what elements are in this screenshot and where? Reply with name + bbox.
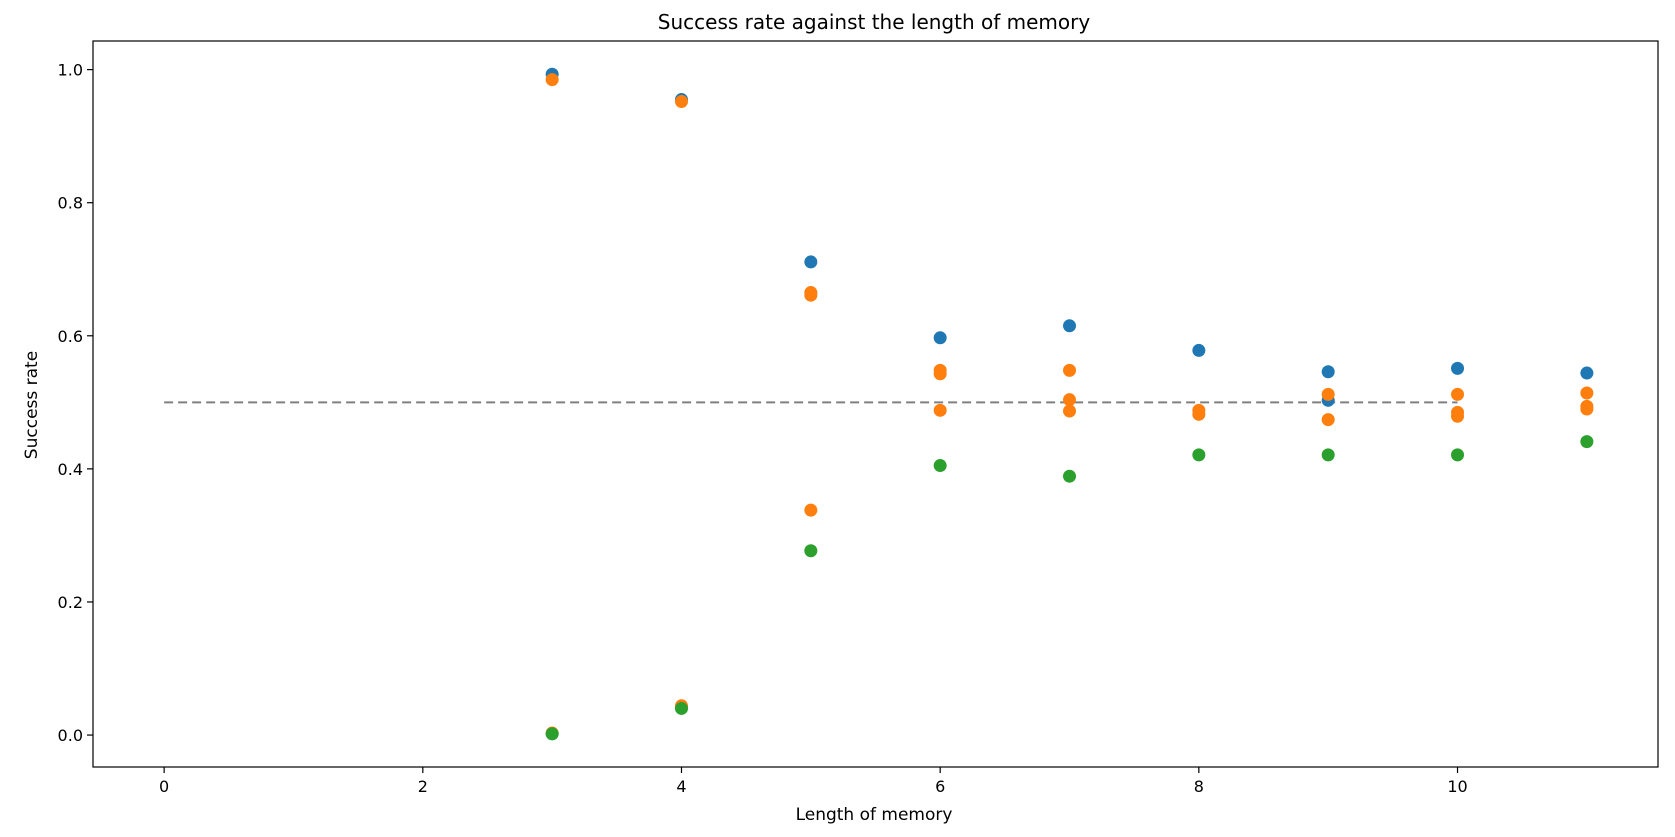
data-point-series-3 bbox=[1451, 448, 1465, 462]
data-point-series-2 bbox=[1063, 363, 1077, 377]
data-point-series-3 bbox=[674, 701, 688, 715]
data-point-series-2 bbox=[674, 95, 688, 109]
plot-area-frame bbox=[92, 40, 1659, 768]
y-tick-label: 1.0 bbox=[58, 61, 83, 80]
data-point-series-2 bbox=[545, 73, 559, 87]
x-tick-label: 4 bbox=[676, 777, 686, 796]
data-point-series-2 bbox=[1580, 386, 1594, 400]
data-point-series-2 bbox=[1451, 387, 1465, 401]
y-axis-ticks: 0.0 0.2 0.4 0.6 0.8 1.0 bbox=[58, 61, 93, 745]
y-tick-label: 0.6 bbox=[58, 327, 83, 346]
y-tick-label: 0.8 bbox=[58, 194, 83, 213]
x-tick-label: 2 bbox=[418, 777, 428, 796]
data-point-series-3 bbox=[933, 459, 947, 473]
data-point-series-1 bbox=[933, 331, 947, 345]
data-point-series-2 bbox=[1063, 393, 1077, 407]
chart-title: Success rate against the length of memor… bbox=[658, 10, 1091, 34]
data-point-series-1 bbox=[1192, 343, 1206, 357]
data-point-series-2 bbox=[1192, 407, 1206, 421]
y-axis-label: Success rate bbox=[22, 351, 42, 459]
data-point-series-1 bbox=[1063, 319, 1077, 333]
data-point-series-2 bbox=[933, 403, 947, 417]
x-axis-label: Length of memory bbox=[796, 805, 953, 825]
data-point-series-1 bbox=[1451, 361, 1465, 375]
data-point-series-1 bbox=[804, 255, 818, 269]
y-tick-label: 0.4 bbox=[58, 460, 83, 479]
data-point-series-2 bbox=[804, 503, 818, 517]
data-point-series-1 bbox=[1321, 365, 1335, 379]
x-axis-ticks: 0 2 4 6 8 10 bbox=[159, 767, 1468, 796]
data-point-series-3 bbox=[1580, 435, 1594, 449]
data-point-series-2 bbox=[804, 288, 818, 302]
data-point-series-2 bbox=[1063, 404, 1077, 418]
data-point-series-1 bbox=[1580, 366, 1594, 380]
data-point-series-2 bbox=[1321, 413, 1335, 427]
data-point-series-2 bbox=[1580, 402, 1594, 416]
data-point-series-2 bbox=[1321, 387, 1335, 401]
data-point-series-3 bbox=[804, 544, 818, 558]
data-points bbox=[545, 67, 1594, 741]
x-tick-label: 8 bbox=[1194, 777, 1204, 796]
data-point-series-3 bbox=[1063, 469, 1077, 483]
data-point-series-3 bbox=[1321, 448, 1335, 462]
y-tick-label: 0.0 bbox=[58, 726, 83, 745]
x-tick-label: 10 bbox=[1447, 777, 1467, 796]
data-point-series-2 bbox=[1451, 409, 1465, 423]
data-point-series-2 bbox=[933, 367, 947, 381]
x-tick-label: 6 bbox=[935, 777, 945, 796]
data-point-series-3 bbox=[545, 727, 559, 741]
y-tick-label: 0.2 bbox=[58, 593, 83, 612]
data-point-series-3 bbox=[1192, 448, 1206, 462]
x-tick-label: 0 bbox=[159, 777, 169, 796]
